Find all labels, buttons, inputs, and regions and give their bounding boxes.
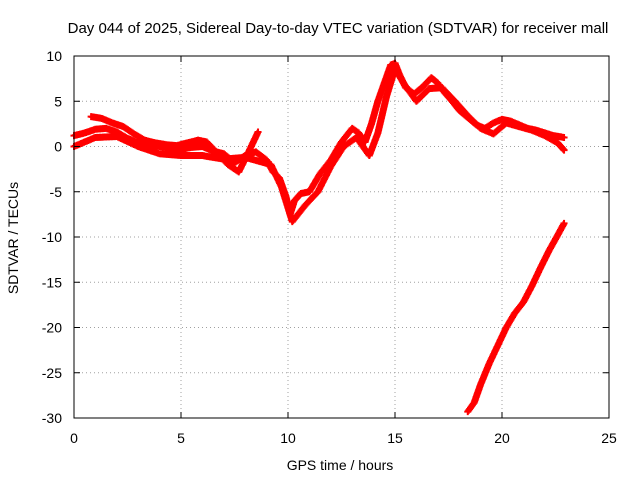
x-tick-label: 15 xyxy=(387,430,403,446)
y-tick-label: -5 xyxy=(50,184,63,200)
grid-lines xyxy=(74,56,609,418)
y-tick-label: 10 xyxy=(46,48,62,64)
x-tick-label: 20 xyxy=(494,430,510,446)
data-points xyxy=(70,59,568,416)
x-tick-label: 10 xyxy=(280,430,296,446)
chart-title: Day 044 of 2025, Sidereal Day-to-day VTE… xyxy=(68,20,609,37)
y-axis-title: SDTVAR / TECUs xyxy=(5,182,21,294)
x-axis: 0 5 10 15 20 25 xyxy=(70,56,617,446)
x-tick-label: 0 xyxy=(70,430,78,446)
data-point xyxy=(560,133,568,141)
y-tick-label: -15 xyxy=(42,274,62,290)
x-tick-label: 25 xyxy=(601,430,617,446)
y-tick-label: -20 xyxy=(42,320,62,336)
y-tick-label: 0 xyxy=(54,139,62,155)
y-tick-label: -25 xyxy=(42,365,62,381)
x-axis-title: GPS time / hours xyxy=(287,457,394,473)
y-tick-label: -30 xyxy=(42,410,62,426)
data-point xyxy=(254,128,262,136)
data-point xyxy=(560,219,568,227)
data-point xyxy=(560,146,568,154)
x-tick-label: 5 xyxy=(177,430,185,446)
y-tick-label: 5 xyxy=(54,93,62,109)
y-axis: -30 -25 -20 -15 -10 -5 0 5 10 xyxy=(42,48,609,426)
y-tick-label: -10 xyxy=(42,229,62,245)
